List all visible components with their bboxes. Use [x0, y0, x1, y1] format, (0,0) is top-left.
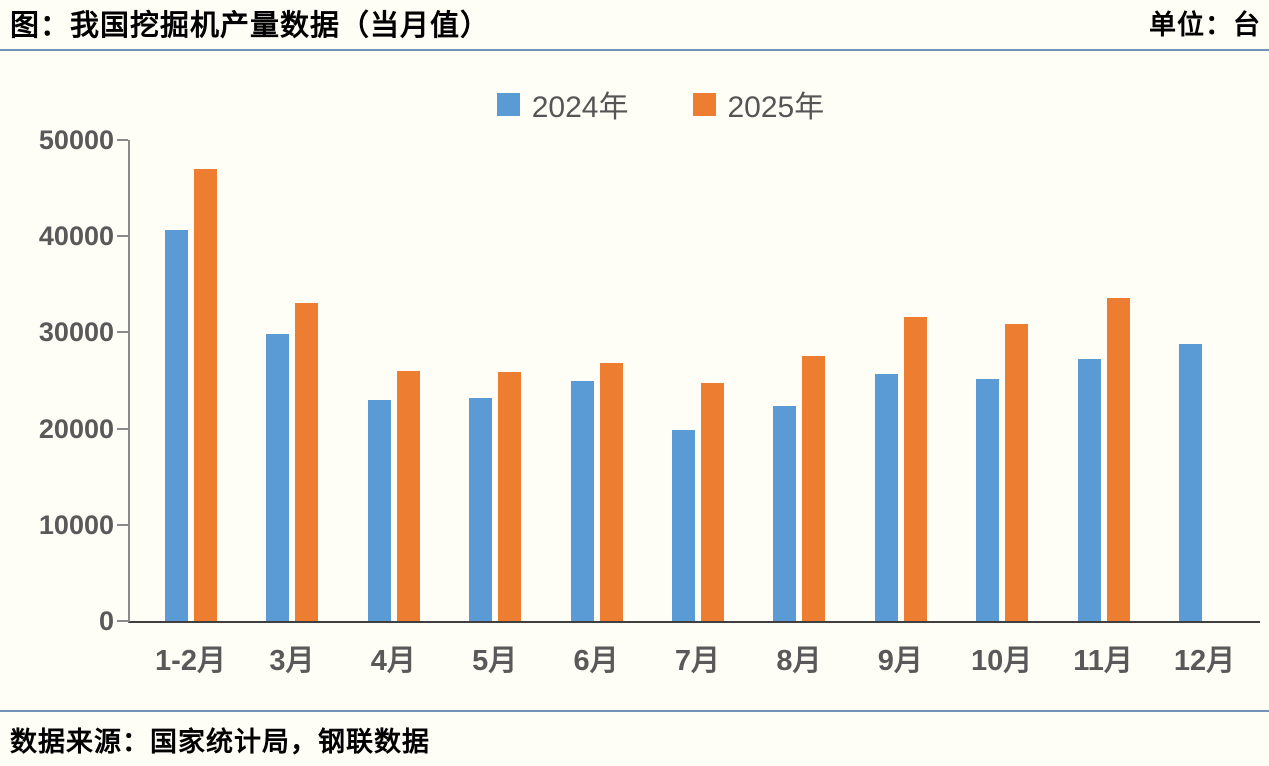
y-axis-label-0: 0	[98, 606, 114, 636]
bar-2024-month-5	[570, 381, 594, 621]
bar-2024-month-1	[165, 230, 188, 621]
x-axis-label-1: 1-2月	[155, 645, 226, 677]
x-axis-label-11: 12月	[1173, 645, 1236, 677]
bar-2025-month-6	[701, 383, 724, 621]
legend-item-2024: 2024年	[496, 82, 629, 126]
bar-2024-month-3	[367, 399, 391, 621]
y-axis-tick-20000	[117, 427, 128, 430]
y-axis-label-20000: 20000	[38, 413, 114, 444]
legend-swatch-2024	[496, 92, 520, 116]
plot-area: 0 10000 20000 30000 40000 50000 1-2月 3月 4月 5月 6月 7月…	[39, 126, 1260, 677]
bar-2025-month-2	[295, 302, 319, 621]
y-axis-label-50000: 50000	[38, 125, 114, 155]
bar-2025-month-8	[903, 317, 927, 621]
x-axis-label-4: 5月	[472, 645, 518, 677]
y-axis-label-10000: 10000	[38, 509, 114, 540]
legend: 2024年 2025年	[26, 82, 1269, 126]
chart-header: 图：我国挖掘机产量数据（当月值） 单位：台	[0, 0, 1269, 51]
bar-2025-month-9	[1005, 323, 1029, 621]
x-axis-label-10: 11月	[1073, 645, 1133, 677]
y-axis-tick-30000	[117, 331, 128, 334]
bar-2025-month-10	[1106, 297, 1130, 621]
footer-divider	[0, 710, 1269, 712]
x-axis-label-3: 4月	[370, 645, 416, 677]
x-axis-label-8: 9月	[877, 645, 923, 677]
unit-label: 单位：台	[1149, 10, 1261, 40]
bar-2024-month-8	[874, 373, 898, 621]
bar-2025-month-5	[599, 363, 623, 621]
legend-label-2024: 2024年	[531, 91, 629, 124]
bar-2024-month-4	[469, 397, 493, 621]
source-note: 数据来源：国家统计局，钢联数据	[10, 727, 430, 757]
bar-2024-month-10	[1077, 359, 1101, 621]
legend-swatch-2025	[692, 92, 716, 116]
bar-2025-month-4	[498, 371, 522, 621]
legend-label-2025: 2025年	[727, 91, 825, 124]
bar-2025-month-3	[396, 370, 420, 621]
x-axis-label-7: 8月	[776, 645, 822, 677]
x-axis-label-9: 10月	[971, 645, 1033, 677]
y-axis-tick-0	[117, 620, 128, 622]
y-axis-label-40000: 40000	[38, 221, 114, 252]
bar-2024-month-6	[672, 429, 695, 621]
y-axis-tick-10000	[117, 523, 128, 526]
bar-2025-month-7	[802, 356, 826, 621]
page-title: 图：我国挖掘机产量数据（当月值）	[10, 9, 491, 42]
bar-2024-month-2	[266, 334, 290, 621]
y-axis-tick-40000	[117, 235, 128, 238]
y-axis-label-30000: 30000	[38, 317, 114, 348]
y-axis-tick-50000	[117, 139, 128, 141]
bar-2025-month-1	[194, 168, 217, 621]
bar-2024-month-11	[1179, 343, 1202, 621]
bar-2024-month-9	[976, 378, 1000, 621]
x-axis-label-5: 6月	[573, 645, 619, 677]
bar-2024-month-7	[773, 405, 797, 621]
legend-item-2025: 2025年	[692, 82, 825, 126]
x-axis-label-6: 7月	[674, 645, 721, 677]
x-axis-label-2: 3月	[269, 645, 315, 677]
